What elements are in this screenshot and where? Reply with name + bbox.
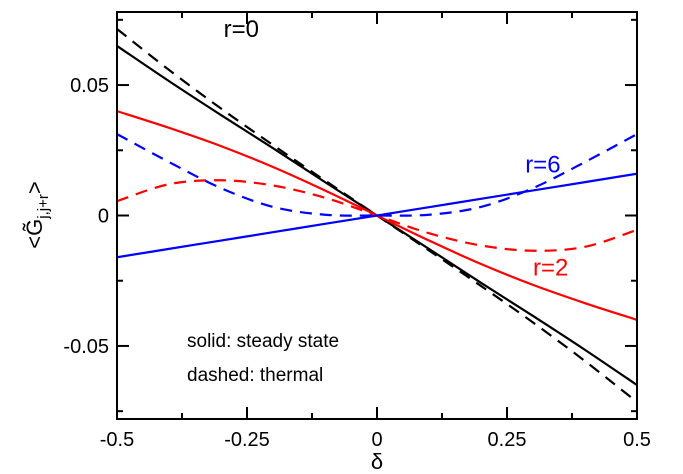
svg-text:<G̃j,j+r>: <G̃j,j+r>	[22, 181, 52, 248]
series-line-5-dashed	[116, 133, 638, 217]
y-tick-label: 0	[98, 206, 109, 228]
x-tick-label: -0.25	[224, 429, 270, 451]
y-tick-label: -0.05	[63, 336, 109, 358]
curves	[116, 28, 638, 403]
x-tick-label: 0	[371, 429, 382, 451]
series-label: r=2	[533, 255, 568, 282]
y-axis-label-main: <G̃	[22, 219, 47, 249]
y-axis-label-subscript: j,j+r	[35, 194, 52, 220]
series-labels: r=0 r=2 r=6	[224, 16, 569, 282]
series-label: r=0	[224, 16, 259, 43]
note-dashed: dashed: thermal	[187, 365, 323, 386]
x-tick-label: 0.25	[488, 429, 527, 451]
series-line-4-solid	[116, 172, 638, 259]
note-solid: solid: steady state	[187, 331, 339, 352]
series-label: r=6	[525, 151, 560, 178]
x-axis-label: δ	[371, 449, 383, 474]
axis-ticks: -0.5 -0.25 0 0.25 0.5 -0.05 0 0.05	[63, 12, 651, 451]
plot-frame	[116, 11, 638, 420]
y-axis-label: <G̃j,j+r>	[22, 181, 52, 248]
y-tick-label: 0.05	[70, 75, 109, 97]
y-axis-label-close: >	[22, 181, 47, 194]
x-tick-label: 0.5	[623, 429, 651, 451]
x-tick-label: -0.5	[100, 429, 134, 451]
